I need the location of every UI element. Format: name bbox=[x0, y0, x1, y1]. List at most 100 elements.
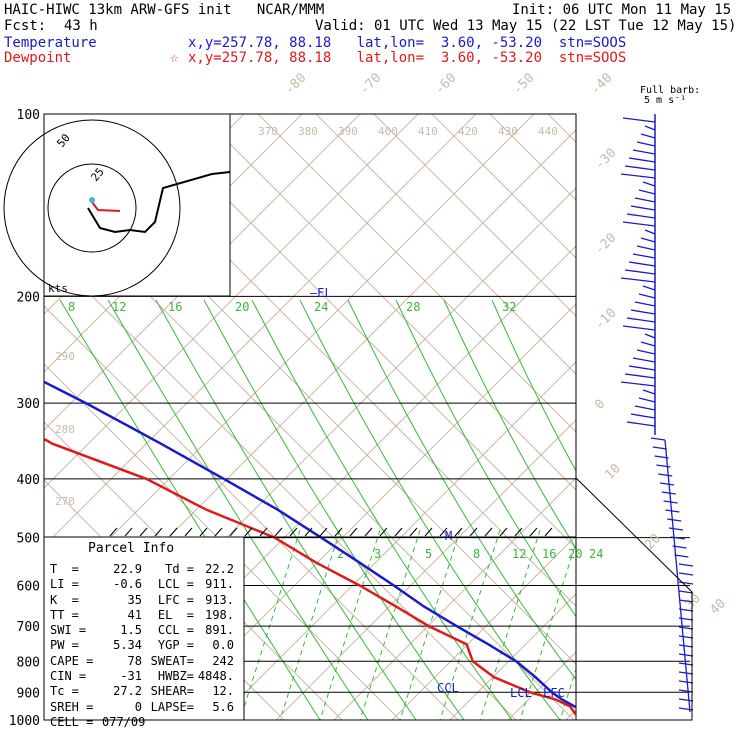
parcel-info-row: LI = -0.6 LCL = 911. bbox=[50, 577, 240, 592]
wind-barb bbox=[678, 626, 694, 630]
pressure-label-300: 300 bbox=[17, 397, 40, 412]
moist-adiabat-line bbox=[395, 299, 576, 618]
wind-barb bbox=[665, 509, 680, 513]
parcel-value-a: 35 bbox=[127, 592, 142, 607]
hatch-mark bbox=[229, 527, 238, 537]
theta-label: 380 bbox=[298, 125, 318, 138]
parcel-value-a: -31 bbox=[120, 669, 142, 684]
isotherm-line bbox=[159, 303, 576, 720]
annotation-el: —EL bbox=[310, 286, 332, 300]
theta-label: 430 bbox=[498, 125, 518, 138]
hatch-mark bbox=[349, 527, 358, 537]
dry-adiabat-line bbox=[431, 114, 576, 259]
parcel-value-b: 4848. bbox=[197, 669, 234, 684]
parcel-value-b: 22.2 bbox=[205, 562, 234, 576]
wind-barb bbox=[678, 689, 694, 693]
forecast-hour: 43 h bbox=[64, 18, 98, 34]
theta-label: 370 bbox=[258, 125, 278, 138]
wind-barb bbox=[668, 527, 684, 531]
wind-barb bbox=[638, 189, 656, 195]
wind-barb bbox=[638, 397, 656, 403]
hodograph-trace-low bbox=[91, 201, 121, 212]
wind-barb bbox=[630, 413, 656, 419]
mixing-ratio-label: 2 bbox=[337, 547, 344, 561]
isotherm-label: 10 bbox=[602, 461, 624, 483]
parcel-label-b: Td = bbox=[165, 562, 194, 576]
theta-label: 410 bbox=[418, 125, 438, 138]
wind-barb bbox=[624, 269, 656, 275]
parcel-label-b: SHEAR= bbox=[150, 684, 194, 699]
hatch-mark bbox=[334, 527, 343, 537]
hatch-mark bbox=[169, 527, 178, 537]
parcel-info-row: PW = 5.34 YGP = 0.0 bbox=[50, 638, 240, 653]
wind-barb bbox=[622, 325, 656, 331]
parcel-value-a: 78 bbox=[127, 653, 142, 668]
theta-label: 270 bbox=[55, 495, 75, 508]
isotherm-label: 20 bbox=[642, 531, 664, 553]
isotherm-line bbox=[391, 535, 576, 720]
wind-barb bbox=[678, 608, 694, 612]
isotherm-line bbox=[44, 114, 477, 547]
wind-barb bbox=[636, 141, 656, 147]
wind-barb bbox=[644, 229, 656, 235]
hatch-mark bbox=[544, 527, 553, 537]
isotherm-label: -50 bbox=[510, 71, 537, 98]
parcel-info-row: CAPE = 78 SWEAT= 242 bbox=[50, 654, 240, 669]
parcel-label-b: CCL = bbox=[157, 623, 194, 638]
wind-barb bbox=[624, 373, 656, 379]
mixing-ratio-line bbox=[519, 541, 576, 720]
wind-barb bbox=[644, 333, 656, 339]
parcel-value-a: 22.9 bbox=[113, 562, 142, 576]
mixing-ratio-line bbox=[479, 529, 541, 720]
parcel-info-row: SWI = 1.5 CCL = 891. bbox=[50, 623, 240, 638]
hodograph-units: kts bbox=[48, 282, 68, 295]
mixing-ratio-label: 16 bbox=[542, 547, 556, 561]
pressure-label-800: 800 bbox=[17, 655, 40, 670]
mixing-ratio-label: 20 bbox=[235, 300, 249, 314]
hatch-mark bbox=[124, 527, 133, 537]
parcel-info-row: TT = 41 EL = 198. bbox=[50, 608, 240, 623]
parcel-label-a: CAPE = bbox=[50, 653, 94, 668]
hodograph-ring-50 bbox=[3, 119, 181, 297]
pressure-label-500: 500 bbox=[17, 532, 40, 547]
isotherm-line bbox=[449, 593, 576, 720]
wind-barb bbox=[622, 117, 656, 123]
wind-barb bbox=[661, 491, 676, 495]
hatch-mark bbox=[514, 527, 523, 537]
theta-label: 420 bbox=[458, 125, 478, 138]
hatch-mark bbox=[439, 527, 448, 537]
annotation-ccl: CCL bbox=[437, 681, 459, 695]
hatch-mark bbox=[469, 527, 478, 537]
hatch-mark bbox=[454, 527, 463, 537]
parcel-value-b: 911. bbox=[205, 577, 234, 592]
hatch-mark bbox=[259, 527, 268, 537]
moist-adiabat-line bbox=[347, 299, 576, 681]
pressure-label-100: 100 bbox=[17, 108, 40, 123]
init-time: Init: 06 UTC Mon 11 May 15 bbox=[512, 2, 732, 18]
wind-barb bbox=[626, 421, 656, 427]
wind-barb bbox=[620, 277, 656, 283]
parcel-info-row: CELL = 077/09 bbox=[50, 715, 240, 730]
dewpoint-legend-label: Dewpoint bbox=[4, 50, 72, 66]
parcel-label-a: SWI = bbox=[50, 623, 87, 638]
dewpoint-profile-line bbox=[44, 437, 576, 718]
dry-adiabat-line bbox=[44, 247, 517, 720]
mixing-ratio-line bbox=[559, 667, 576, 720]
parcel-label-a: TT = bbox=[50, 607, 79, 622]
wind-barb bbox=[642, 285, 656, 291]
wind-barb bbox=[678, 680, 694, 684]
hatch-mark bbox=[139, 527, 148, 537]
mixing-ratio-line bbox=[399, 529, 461, 720]
parcel-label-a: K = bbox=[50, 592, 79, 607]
mixing-ratio-line bbox=[359, 529, 421, 720]
wind-barb bbox=[626, 213, 656, 219]
hatch-mark bbox=[319, 527, 328, 537]
isotherm-line bbox=[44, 114, 535, 605]
hatch-mark bbox=[364, 527, 373, 537]
hodograph-frame bbox=[43, 113, 231, 297]
dry-adiabat-line bbox=[44, 421, 343, 720]
parcel-info-row: SREH = 0 LAPSE= 5.6 bbox=[50, 700, 240, 715]
parcel-label-a: Tc = bbox=[50, 684, 79, 699]
parcel-value-b: 913. bbox=[205, 592, 234, 607]
